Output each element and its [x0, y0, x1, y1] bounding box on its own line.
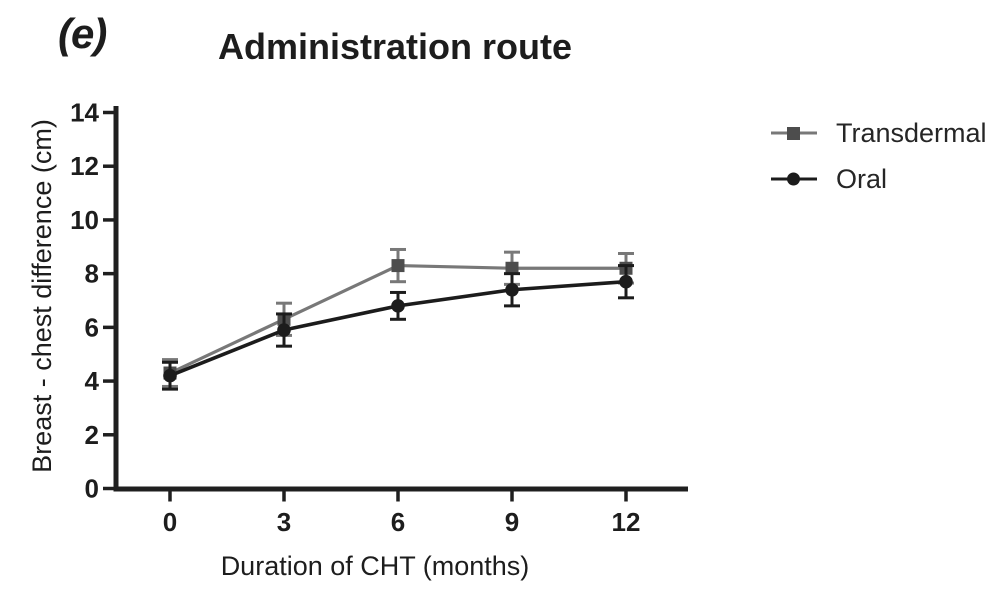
y-tick-label: 8	[85, 259, 99, 289]
x-tick-label: 6	[391, 507, 405, 537]
y-axis-ticks: 0 2 4 6 8 10 12 14	[70, 98, 114, 504]
x-axis-ticks: 0 3 6 9 12	[163, 491, 641, 537]
x-tick-label: 12	[612, 507, 641, 537]
series-oral	[162, 264, 634, 391]
data-point-circle	[277, 323, 291, 337]
axes	[113, 106, 688, 492]
legend-item-transdermal: Transdermal	[770, 118, 987, 148]
error-bars-oral	[162, 264, 634, 391]
x-tick-label: 0	[163, 507, 177, 537]
x-axis-label: Duration of CHT (months)	[220, 551, 530, 581]
data-point-square	[505, 261, 519, 275]
transdermal-square-marker-icon	[771, 127, 817, 140]
oral-circle-marker-icon	[771, 172, 817, 186]
y-tick-label: 2	[85, 420, 99, 450]
legend: Transdermal Oral	[770, 118, 987, 194]
data-point-circle	[619, 274, 633, 289]
y-tick-label: 10	[70, 205, 99, 235]
data-point-circle	[391, 299, 405, 313]
legend-label-transdermal: Transdermal	[836, 117, 987, 148]
panel-label: (e)	[58, 10, 107, 57]
data-point-circle	[505, 282, 519, 297]
y-tick-label: 0	[85, 474, 99, 504]
chart-title: Administration route	[217, 26, 572, 67]
x-tick-label: 9	[505, 507, 519, 537]
data-point-square	[391, 259, 405, 273]
data-point-circle	[163, 368, 177, 383]
legend-item-oral: Oral	[770, 164, 987, 194]
x-tick-label: 3	[277, 507, 291, 537]
y-tick-label: 4	[85, 366, 100, 396]
y-tick-label: 12	[70, 151, 99, 181]
y-tick-label: 6	[85, 312, 99, 342]
legend-label-oral: Oral	[836, 163, 888, 194]
y-tick-label: 14	[70, 98, 99, 128]
y-axis-label: Breast - chest difference (cm)	[27, 119, 57, 473]
